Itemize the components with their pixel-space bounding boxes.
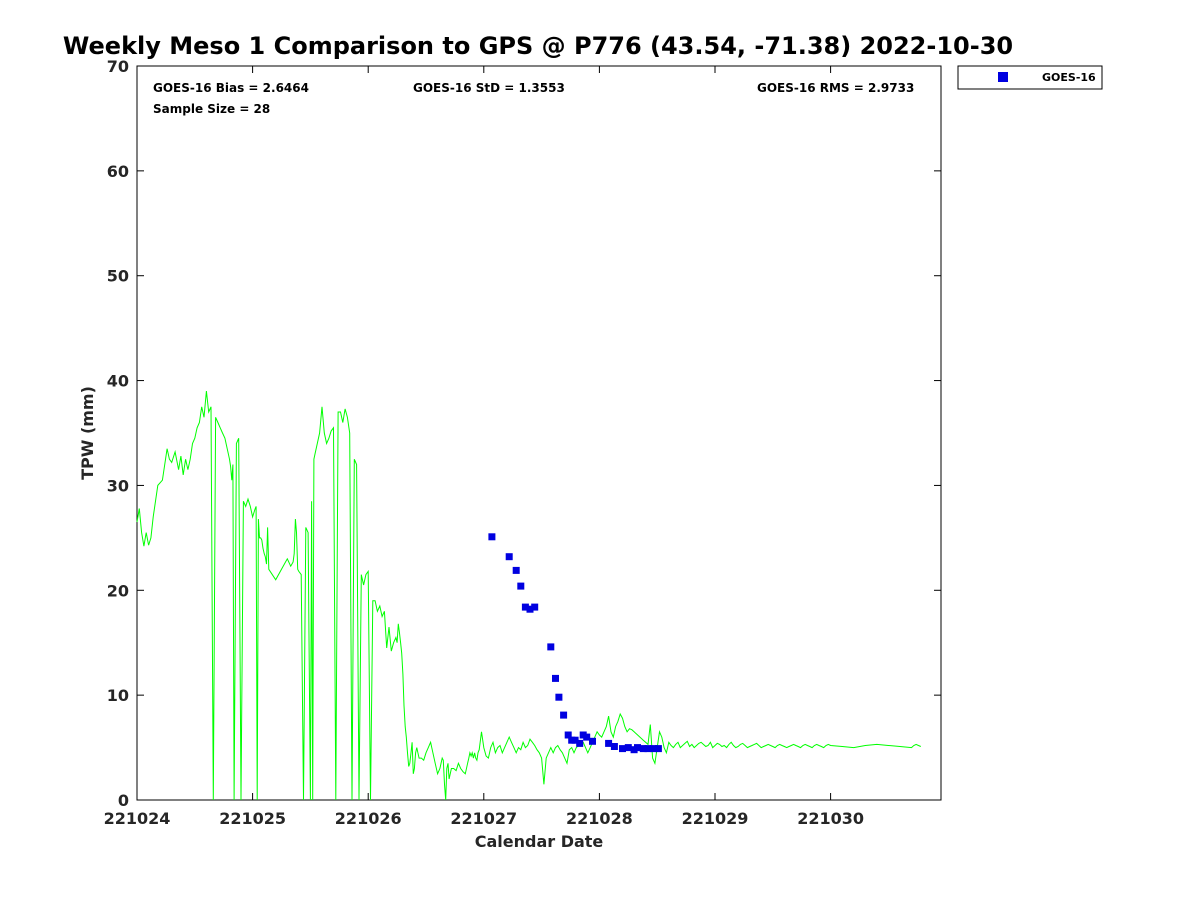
rms-stat: GOES-16 RMS = 2.9733 — [757, 81, 914, 95]
x-tick-label: 221024 — [104, 809, 171, 828]
goes-16-point — [650, 745, 658, 753]
goes-16-point — [555, 693, 563, 701]
goes-16-series-points — [488, 533, 662, 754]
y-tick-label: 50 — [107, 267, 129, 286]
goes-16-point — [624, 744, 632, 752]
goes-16-point — [552, 674, 559, 682]
y-axis: 0 10 20 30 40 50 60 70 — [107, 57, 941, 810]
chart-title: Weekly Meso 1 Comparison to GPS @ P776 (… — [63, 32, 1013, 60]
goes-16-point — [564, 731, 572, 739]
std-stat: GOES-16 StD = 1.3553 — [413, 81, 565, 95]
bias-stat: GOES-16 Bias = 2.6464 — [153, 81, 309, 95]
goes-16-point — [505, 553, 513, 561]
x-tick-label: 221029 — [682, 809, 749, 828]
goes-16-point — [644, 745, 652, 753]
gps-line-path — [136, 391, 921, 801]
gps-series-line — [136, 391, 921, 801]
x-tick-label: 221030 — [797, 809, 864, 828]
y-tick-label: 60 — [107, 162, 129, 181]
sample-size-stat: Sample Size = 28 — [153, 102, 270, 116]
goes-16-point — [526, 605, 534, 613]
goes-16-point — [619, 745, 626, 753]
legend: GOES-16 — [957, 65, 1103, 90]
x-tick-label: 221026 — [335, 809, 402, 828]
x-axis: 221024 221025 221026 221027 221028 221029 2210… — [104, 66, 864, 828]
plot-frame — [136, 65, 942, 801]
goes-16-point — [639, 745, 647, 753]
x-tick-label: 221025 — [219, 809, 286, 828]
legend-label-goes-16: GOES-16 — [1042, 71, 1096, 84]
y-axis-label: TPW (mm) — [78, 386, 97, 480]
goes-16-point — [521, 603, 529, 611]
x-tick-label: 221027 — [450, 809, 517, 828]
x-tick-label: 221028 — [566, 809, 633, 828]
legend-marker — [998, 72, 1008, 82]
y-tick-label: 30 — [107, 476, 129, 495]
goes-16-point — [571, 736, 579, 744]
y-tick-label: 20 — [107, 581, 129, 600]
goes-16-point — [560, 711, 568, 719]
goes-16-point — [583, 733, 591, 741]
goes-16-point — [488, 533, 496, 541]
goes-16-point — [654, 745, 662, 753]
goes-16-point — [547, 643, 555, 651]
goes-16-point — [589, 737, 596, 745]
y-tick-label: 40 — [107, 372, 129, 391]
legend-box — [957, 65, 1103, 90]
y-tick-label: 0 — [118, 791, 129, 810]
goes-16-point — [576, 739, 584, 747]
y-tick-label: 10 — [107, 686, 129, 705]
goes-16-point — [610, 743, 618, 750]
x-axis-label: Calendar Date — [475, 832, 604, 851]
goes-16-point — [605, 739, 613, 747]
goes-16-point — [634, 744, 641, 752]
goes-16-point — [531, 603, 539, 611]
goes-16-point — [517, 582, 525, 590]
goes-16-point — [512, 566, 520, 574]
y-tick-label: 70 — [107, 57, 129, 76]
